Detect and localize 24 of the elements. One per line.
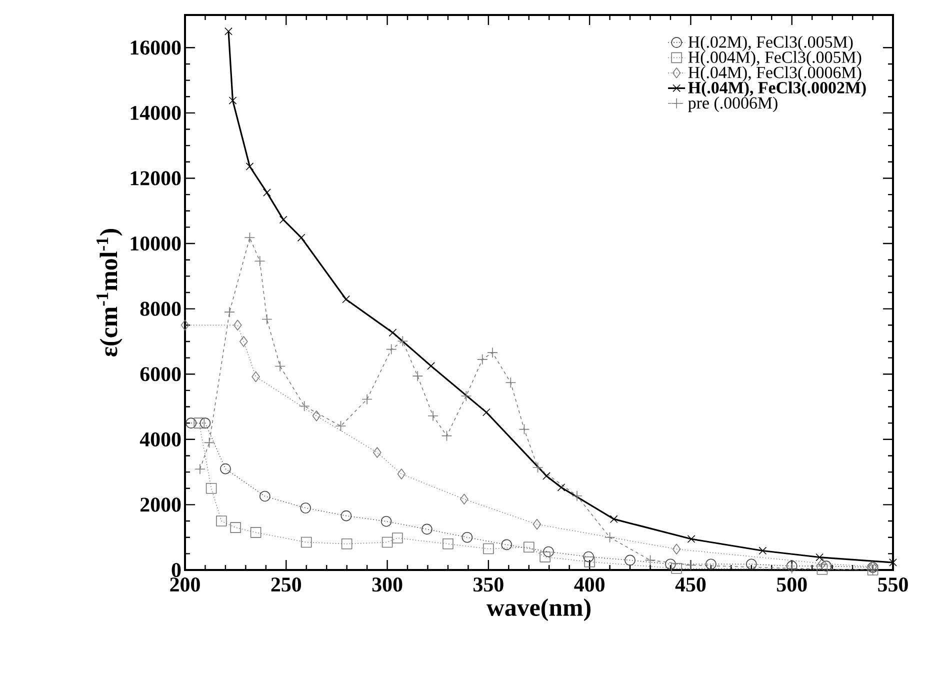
x-tick-label: 350: [474, 578, 504, 592]
y-axis-title: ε(cm$^{-1}$mol$^{-1}$): [96, 228, 122, 356]
y-tick-label: 16000: [130, 40, 181, 55]
legend-label: H(.04M), FeCl3(.0006M): [688, 66, 862, 82]
y-tick-label: 14000: [130, 106, 181, 120]
x-tick-label: 250: [271, 578, 302, 592]
y-tick-label: 8000: [140, 302, 181, 316]
y-tick-label: 4000: [140, 432, 181, 446]
y-tick-label: 0: [172, 562, 181, 578]
x-tick-label: 400: [574, 578, 604, 592]
legend-label: H(.02M), FeCl3(.005M): [688, 36, 853, 52]
y-tick-label: 6000: [140, 367, 181, 382]
legend-label: pre (.0006M): [688, 96, 778, 112]
y-tick-label: 10000: [130, 236, 181, 251]
y-tick-label: 2000: [140, 498, 181, 512]
y-tick-label: 12000: [130, 171, 181, 186]
x-axis-title: wave(nm): [486, 598, 590, 622]
x-tick-label: 450: [675, 578, 706, 592]
x-tick-label: 300: [372, 578, 402, 592]
legend-label: H(.004M), FeCl3(.005M): [688, 51, 862, 66]
x-tick-label: 550: [878, 578, 908, 592]
x-tick-label: 200: [170, 578, 200, 592]
x-tick-label: 500: [777, 578, 807, 592]
legend-label: H(.04M), FeCl3(.0002M): [688, 82, 866, 97]
